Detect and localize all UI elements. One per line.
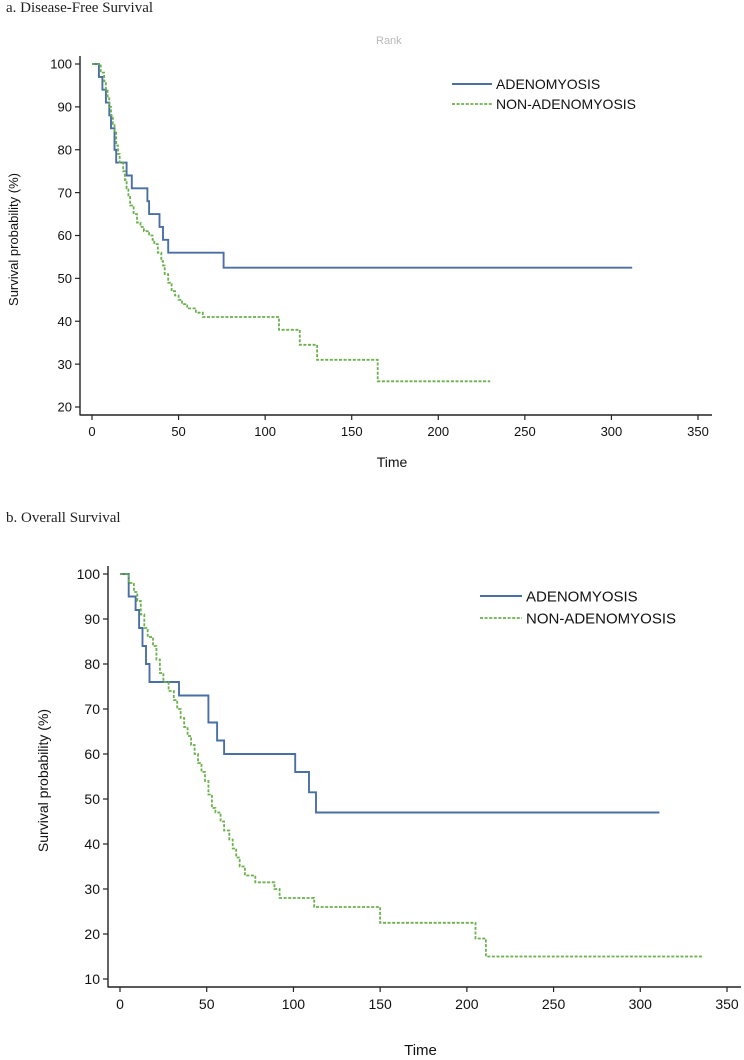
a-x-tick-label: 350 [687, 424, 709, 439]
b-legend-label: NON-ADENOMYOSIS [526, 610, 676, 627]
a-x-tick-label: 100 [254, 424, 276, 439]
a-x-axis-label: Time [377, 454, 408, 470]
b-adenomyosis-curve [120, 573, 660, 814]
a-x-tick-label: 200 [427, 424, 449, 439]
a-non-adenomyosis-curve [92, 63, 491, 383]
a-x-tick-label: 0 [88, 424, 95, 439]
b-y-tick-label: 10 [84, 971, 100, 987]
b-x-tick-label: 100 [282, 996, 306, 1012]
b-legend: ADENOMYOSIS NON-ADENOMYOSIS [480, 588, 676, 627]
b-y-tick-label: 30 [84, 881, 100, 897]
panel-a-title: a. Disease-Free Survival [6, 0, 154, 16]
a-x-tick-label: 50 [171, 424, 185, 439]
a-y-tick-label: 70 [58, 185, 72, 200]
b-x-tick-label: 250 [542, 996, 566, 1012]
b-x-tick-label: 300 [629, 996, 653, 1012]
a-legend: ADENOMYOSIS NON-ADENOMYOSIS [452, 76, 636, 112]
b-y-tick-label: 50 [84, 791, 100, 807]
a-x-tick-label: 150 [341, 424, 363, 439]
a-x-tick-label: 250 [514, 424, 536, 439]
a-legend-label: NON-ADENOMYOSIS [496, 96, 636, 112]
b-x-tick-label: 50 [199, 996, 215, 1012]
header-fragment: Rank [376, 35, 402, 47]
b-x-tick-label: 200 [455, 996, 479, 1012]
a-y-tick-label: 20 [58, 400, 72, 415]
b-y-tick-label: 70 [84, 701, 100, 717]
a-y-axis-label: Survival probability (%) [6, 173, 21, 306]
a-x-tick-label: 300 [601, 424, 623, 439]
a-y-tick-label: 100 [50, 57, 72, 72]
b-y-tick-label: 90 [84, 611, 100, 627]
a-y-tick-label: 50 [58, 271, 72, 286]
b-y-tick-label: 100 [77, 566, 101, 582]
chart-b: 10 20 30 40 50 60 70 80 90 100 0 50 100 150 200 250 300 3… [35, 566, 741, 1059]
a-y-tick-label: 40 [58, 314, 72, 329]
b-x-tick-label: 150 [368, 996, 392, 1012]
a-y-tick-label: 60 [58, 228, 72, 243]
panel-b-title: b. Overall Survival [6, 510, 121, 526]
b-y-tick-label: 80 [84, 656, 100, 672]
a-y-tick-label: 30 [58, 357, 72, 372]
a-y-tick-label: 90 [58, 100, 72, 115]
a-adenomyosis-curve [92, 63, 633, 269]
b-legend-label: ADENOMYOSIS [526, 588, 638, 605]
b-y-tick-label: 40 [84, 836, 100, 852]
chart-a: 20 30 40 50 60 70 80 90 100 0 50 100 150 200 250 300 350… [6, 56, 712, 470]
b-x-tick-label: 350 [715, 996, 739, 1012]
b-y-tick-label: 20 [84, 926, 100, 942]
a-legend-label: ADENOMYOSIS [496, 76, 600, 92]
b-non-adenomyosis-curve [120, 573, 703, 958]
b-x-tick-label: 0 [116, 996, 124, 1012]
b-y-tick-label: 60 [84, 746, 100, 762]
b-x-axis-label: Time [404, 1042, 437, 1059]
b-y-axis-label: Survival probability (%) [35, 709, 51, 852]
a-y-tick-label: 80 [58, 142, 72, 157]
